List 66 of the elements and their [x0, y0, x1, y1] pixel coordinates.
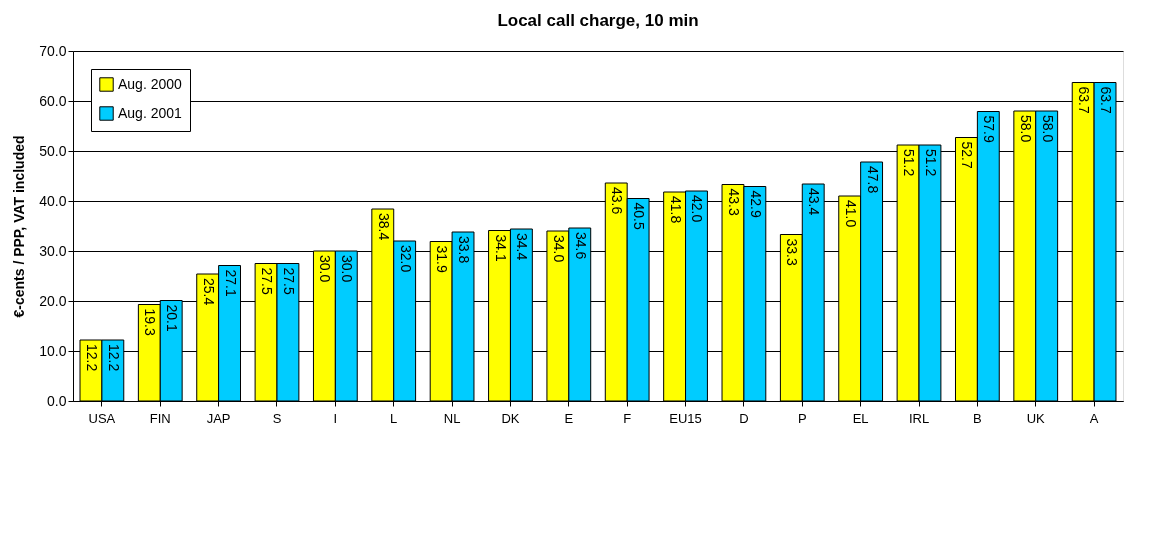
- x-tick-label: D: [739, 410, 749, 426]
- data-label: 33.3: [784, 238, 801, 266]
- data-label: 51.2: [901, 149, 918, 177]
- x-tick-label: S: [272, 410, 282, 426]
- legend-label: Aug. 2000: [118, 75, 183, 92]
- data-label: 30.0: [339, 255, 356, 283]
- chart-title: Local call charge, 10 min: [497, 11, 699, 30]
- data-label: 51.2: [922, 149, 939, 177]
- x-tick-label: JAP: [206, 410, 231, 426]
- x-tick-label: B: [973, 410, 982, 426]
- y-tick-label: 20.0: [39, 292, 67, 309]
- x-tick-label: IRL: [908, 410, 930, 426]
- data-label: 42.0: [689, 195, 706, 223]
- data-label: 38.4: [375, 213, 392, 241]
- data-label: 31.9: [434, 245, 451, 273]
- data-label: 58.0: [1017, 115, 1034, 143]
- x-tick-label: DK: [501, 410, 520, 426]
- data-label: 27.5: [259, 267, 276, 295]
- y-tick-label: 40.0: [39, 192, 67, 209]
- data-label: 40.5: [631, 202, 648, 230]
- x-tick-label: FIN: [149, 410, 171, 426]
- data-label: 34.4: [514, 233, 531, 261]
- data-label: 27.1: [222, 269, 239, 297]
- x-tick-label: P: [797, 410, 807, 426]
- data-label: 41.0: [842, 200, 859, 228]
- y-tick-label: 60.0: [39, 92, 67, 109]
- data-label: 25.4: [200, 278, 217, 306]
- legend-label: Aug. 2001: [118, 104, 183, 121]
- data-label: 42.9: [747, 190, 764, 218]
- x-tick-label: I: [333, 410, 338, 426]
- data-label: 58.0: [1039, 115, 1056, 143]
- y-tick-label: 30.0: [39, 242, 67, 259]
- data-label: 41.8: [667, 196, 684, 224]
- y-axis-title: €-cents / PPP, VAT included: [11, 135, 28, 318]
- data-label: 34.6: [572, 232, 589, 260]
- data-label: 32.0: [397, 245, 414, 273]
- y-tick-label: 50.0: [39, 142, 67, 159]
- data-label: 63.7: [1098, 86, 1115, 114]
- x-tick-label: NL: [443, 410, 461, 426]
- data-label: 34.1: [492, 234, 509, 262]
- data-label: 34.0: [550, 235, 567, 263]
- data-label: 57.9: [981, 115, 998, 143]
- data-label: 12.2: [83, 344, 100, 372]
- x-tick-label: L: [390, 410, 398, 426]
- x-tick-label: EU15: [669, 410, 702, 426]
- data-label: 52.7: [959, 141, 976, 169]
- data-label: 43.3: [725, 188, 742, 216]
- data-label: 19.3: [142, 308, 159, 336]
- data-label: 33.8: [456, 236, 473, 264]
- data-label: 27.5: [280, 267, 297, 295]
- x-tick-label: A: [1089, 410, 1099, 426]
- data-label: 20.1: [164, 304, 181, 332]
- data-label: 43.4: [806, 188, 823, 216]
- x-tick-label: F: [623, 410, 632, 426]
- x-tick-label: E: [564, 410, 574, 426]
- x-tick-label: UK: [1026, 410, 1046, 426]
- data-label: 12.2: [105, 344, 122, 372]
- y-tick-label: 70.0: [39, 42, 67, 59]
- y-tick-label: 0.0: [47, 392, 67, 409]
- data-label: 63.7: [1076, 86, 1093, 114]
- x-tick-label: EL: [852, 410, 869, 426]
- data-label: 30.0: [317, 255, 334, 283]
- y-tick-label: 10.0: [39, 342, 67, 359]
- data-label: 43.6: [609, 187, 626, 215]
- data-label: 47.8: [864, 166, 881, 194]
- x-tick-label: USA: [88, 410, 116, 426]
